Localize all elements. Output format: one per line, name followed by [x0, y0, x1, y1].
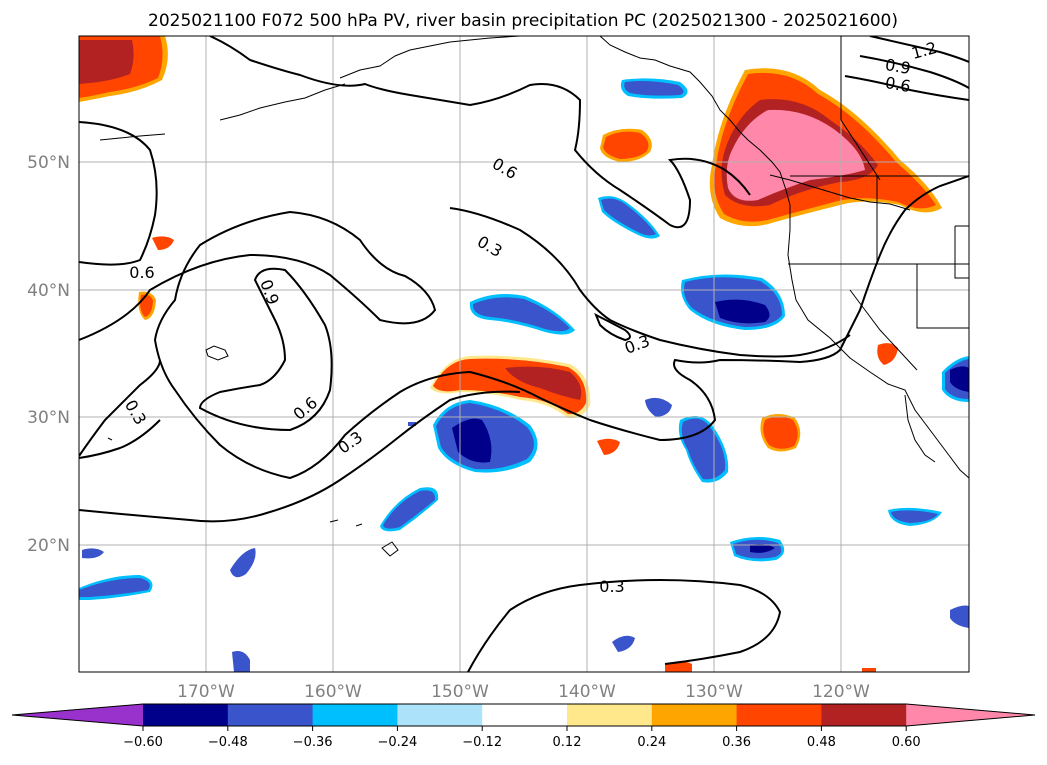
- lon-axis-labels: 170°W 160°W 150°W 140°W 130°W 120°W: [177, 682, 870, 702]
- colorbar-segment: [567, 704, 653, 726]
- lon-label: 150°W: [431, 682, 489, 702]
- colorbar-segment: [736, 704, 822, 726]
- graticule: [79, 36, 969, 672]
- colorbar-segment: [482, 704, 568, 726]
- map-panel: 0.6 0.3 0.6 0.3 0.9 0.3 0.6 0.3 0.3 1.2 …: [79, 36, 969, 672]
- political-borders: [788, 36, 969, 371]
- colorbar-tick-label: −0.60: [123, 735, 163, 750]
- colorbar-tick-label: −0.24: [377, 735, 417, 750]
- contour-label: 0.6: [129, 263, 154, 282]
- colorbar-extend-max: [906, 704, 1035, 726]
- lat-label: 50°N: [27, 153, 70, 173]
- colorbar: −0.60 −0.48 −0.36 −0.24 −0.12 0.12 0.24 0.36 0.4…: [11, 703, 1036, 750]
- contour-label: 0.3: [599, 577, 624, 596]
- colorbar-tick-label: 0.60: [892, 735, 921, 750]
- colorbar-tick-label: −0.12: [462, 735, 502, 750]
- colorbar-segment: [312, 704, 398, 726]
- colorbar-segment: [821, 704, 907, 726]
- colorbar-segment: [651, 704, 738, 726]
- colorbar-segment: [397, 704, 483, 726]
- pv-contours: [79, 36, 969, 672]
- lon-label: 120°W: [812, 682, 870, 702]
- colorbar-tick-label: −0.36: [293, 735, 333, 750]
- lon-label: 140°W: [558, 682, 616, 702]
- colorbar-tick-label: 0.24: [637, 735, 666, 750]
- colorbar-tick-label: 0.36: [722, 735, 751, 750]
- lat-label: 30°N: [27, 408, 70, 428]
- colorbar-tick-label: −0.48: [208, 735, 248, 750]
- lon-label: 160°W: [304, 682, 362, 702]
- lat-label: 20°N: [27, 536, 70, 556]
- map-frame: [78, 35, 970, 673]
- colorbar-tick-label: 0.48: [807, 735, 836, 750]
- colorbar-segment: [143, 704, 229, 726]
- colorbar-extend-min: [12, 704, 143, 726]
- colorbar-tick-label: 0.12: [553, 735, 582, 750]
- contour-label: 0.9: [884, 55, 912, 78]
- map-title: 2025021100 F072 500 hPa PV, river basin …: [148, 11, 898, 31]
- lat-axis-labels: 50°N 40°N 30°N 20°N: [27, 153, 70, 556]
- lat-label: 40°N: [27, 281, 70, 301]
- coastlines: [99, 36, 969, 557]
- contour-label: 0.6: [884, 73, 912, 96]
- precip-negative-shading: [79, 78, 969, 672]
- lon-label: 170°W: [177, 682, 235, 702]
- lon-label: 130°W: [685, 682, 743, 702]
- colorbar-segment: [227, 704, 314, 726]
